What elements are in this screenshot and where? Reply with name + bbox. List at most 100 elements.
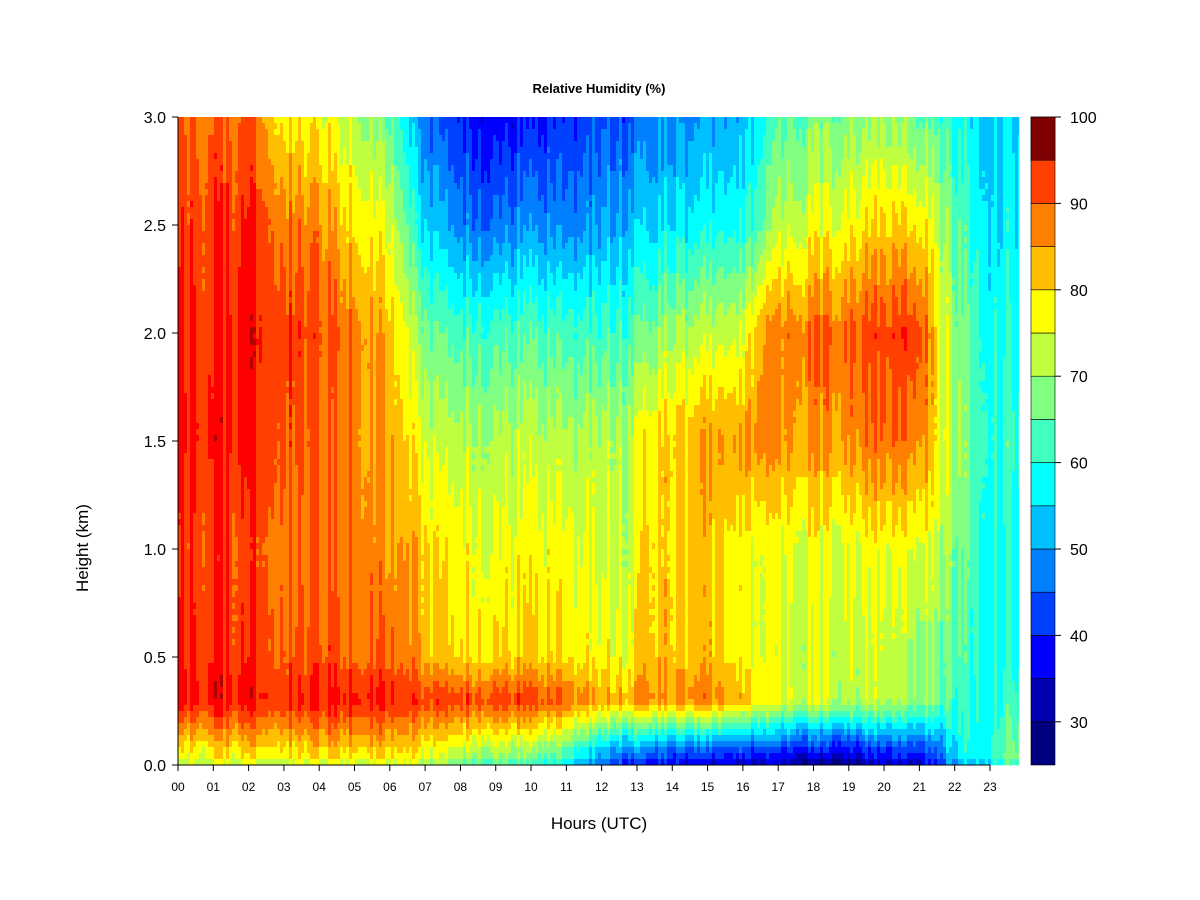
heatmap-cell	[268, 549, 272, 556]
heatmap-cell	[280, 417, 284, 424]
heatmap-cell	[205, 267, 209, 274]
heatmap-cell	[307, 399, 311, 406]
heatmap-cell	[298, 177, 302, 184]
heatmap-cell	[223, 225, 227, 232]
heatmap-cell	[181, 681, 185, 688]
heatmap-cell	[214, 501, 218, 508]
heatmap-cell	[262, 279, 266, 286]
heatmap-cell	[301, 759, 305, 766]
heatmap-cell	[184, 465, 188, 472]
heatmap-cell	[208, 591, 212, 598]
heatmap-cell	[307, 741, 311, 748]
heatmap-cell	[244, 345, 248, 352]
heatmap-cell	[178, 687, 182, 694]
heatmap-cell	[286, 579, 290, 586]
heatmap-cell	[250, 741, 254, 748]
heatmap-cell	[301, 441, 305, 448]
heatmap-cell	[262, 267, 266, 274]
heatmap-cell	[280, 735, 284, 742]
heatmap-cell	[313, 219, 317, 226]
heatmap-cell	[256, 423, 260, 430]
heatmap-cell	[286, 741, 290, 748]
heatmap-cell	[256, 627, 260, 634]
heatmap-cell	[295, 513, 299, 520]
heatmap-cell	[259, 129, 263, 136]
heatmap-cell	[265, 693, 269, 700]
heatmap-cell	[286, 453, 290, 460]
heatmap-cell	[196, 285, 200, 292]
heatmap-cell	[253, 483, 257, 490]
heatmap-cell	[262, 381, 266, 388]
heatmap-cell	[295, 321, 299, 328]
heatmap-cell	[235, 255, 239, 262]
heatmap-cell	[190, 399, 194, 406]
heatmap-cell	[265, 495, 269, 502]
heatmap-cell	[310, 177, 314, 184]
heatmap-cell	[286, 573, 290, 580]
heatmap-cell	[208, 321, 212, 328]
heatmap-cell	[298, 369, 302, 376]
heatmap-cell	[256, 537, 260, 544]
heatmap-cell	[178, 375, 182, 382]
heatmap-cell	[292, 213, 296, 220]
heatmap-cell	[220, 621, 224, 628]
heatmap-cell	[271, 213, 275, 220]
heatmap-cell	[187, 573, 191, 580]
heatmap-cell	[250, 369, 254, 376]
heatmap-cell	[301, 177, 305, 184]
heatmap-cell	[220, 165, 224, 172]
heatmap-cell	[232, 483, 236, 490]
heatmap-cell	[187, 183, 191, 190]
heatmap-cell	[229, 399, 233, 406]
heatmap-cell	[184, 159, 188, 166]
heatmap-cell	[190, 693, 194, 700]
heatmap-cell	[262, 459, 266, 466]
heatmap-cell	[313, 471, 317, 478]
heatmap-cell	[235, 291, 239, 298]
heatmap-cell	[187, 147, 191, 154]
heatmap-cell	[304, 699, 308, 706]
heatmap-cell	[232, 459, 236, 466]
heatmap-cell	[256, 651, 260, 658]
heatmap-cell	[280, 651, 284, 658]
heatmap-cell	[229, 675, 233, 682]
heatmap-cell	[190, 453, 194, 460]
heatmap-cell	[292, 531, 296, 538]
heatmap-cell	[235, 573, 239, 580]
heatmap-cell	[268, 537, 272, 544]
heatmap-cell	[262, 327, 266, 334]
heatmap-cell	[292, 579, 296, 586]
heatmap-cell	[241, 519, 245, 526]
heatmap-cell	[262, 609, 266, 616]
heatmap-cell	[313, 687, 317, 694]
heatmap-cell	[283, 543, 287, 550]
heatmap-cell	[208, 171, 212, 178]
heatmap-cell	[241, 303, 245, 310]
heatmap-cell	[265, 183, 269, 190]
heatmap-cell	[220, 591, 224, 598]
heatmap-cell	[283, 231, 287, 238]
heatmap-cell	[313, 513, 317, 520]
heatmap-cell	[181, 639, 185, 646]
heatmap-cell	[271, 207, 275, 214]
heatmap-cell	[187, 477, 191, 484]
heatmap-cell	[241, 501, 245, 508]
heatmap-cell	[301, 699, 305, 706]
heatmap-cell	[292, 135, 296, 142]
heatmap-cell	[259, 729, 263, 736]
heatmap-cell	[181, 759, 185, 766]
heatmap-cell	[295, 609, 299, 616]
heatmap-cell	[232, 657, 236, 664]
heatmap-cell	[265, 219, 269, 226]
heatmap-cell	[244, 501, 248, 508]
heatmap-cell	[226, 195, 230, 202]
heatmap-cell	[178, 759, 182, 766]
heatmap-cell	[250, 177, 254, 184]
heatmap-cell	[286, 567, 290, 574]
heatmap-cell	[307, 327, 311, 334]
heatmap-cell	[298, 519, 302, 526]
heatmap-cell	[235, 543, 239, 550]
heatmap-cell	[229, 357, 233, 364]
heatmap-cell	[193, 501, 197, 508]
heatmap-cell	[307, 597, 311, 604]
